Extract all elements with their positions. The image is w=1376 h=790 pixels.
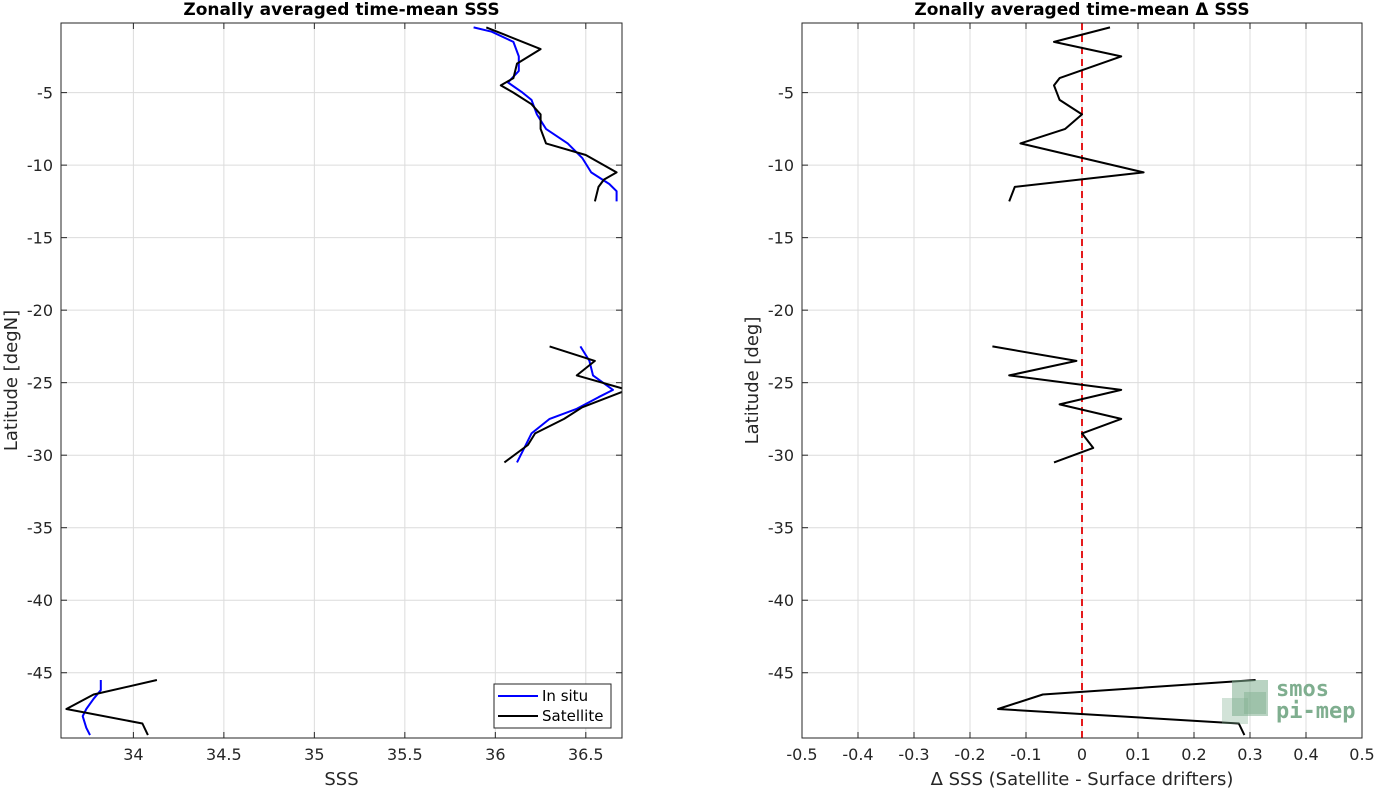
y-tick-label: -40: [27, 591, 53, 610]
x-tick-label: 0.3: [1237, 745, 1262, 764]
x-axis-label: SSS: [324, 769, 358, 790]
satellite-series-line: [485, 26, 618, 202]
satellite-series-line: [503, 345, 622, 464]
y-tick-label: -25: [27, 374, 53, 393]
delta-series-line: [992, 345, 1123, 464]
chart-title: Zonally averaged time-mean Δ SSS: [914, 0, 1249, 20]
y-tick-label: -30: [768, 446, 794, 465]
logo-block: [1222, 698, 1248, 724]
y-tick-label: -45: [27, 664, 53, 683]
x-tick-label: -0.3: [898, 745, 929, 764]
y-tick-label: -5: [778, 84, 794, 103]
delta-series-line: [1008, 26, 1145, 202]
y-tick-label: -25: [768, 374, 794, 393]
legend-box: [493, 683, 612, 729]
x-axis-label: Δ SSS (Satellite - Surface drifters): [931, 769, 1234, 790]
x-tick-label: 36: [485, 745, 505, 764]
x-tick-label: -0.5: [786, 745, 817, 764]
in-situ-series-line: [516, 345, 614, 463]
x-tick-label: 36.5: [568, 745, 604, 764]
y-tick-label: -20: [768, 301, 794, 320]
x-tick-label: 0: [1077, 745, 1087, 764]
x-tick-label: 0.4: [1293, 745, 1318, 764]
delta-series-line: [997, 679, 1256, 736]
y-tick-label: -20: [27, 301, 53, 320]
y-tick-label: -30: [27, 446, 53, 465]
legend: In situ Satellite: [493, 683, 612, 729]
y-tick-label: -10: [27, 156, 53, 175]
x-tick-label: 35.5: [387, 745, 423, 764]
y-tick-label: -5: [37, 84, 53, 103]
logo-text-line1: smos: [1276, 677, 1329, 702]
x-tick-label: 34.5: [206, 745, 242, 764]
y-axis-label: Latitude [degN]: [1, 310, 22, 451]
chart-title: Zonally averaged time-mean SSS: [183, 0, 499, 20]
y-tick-label: -35: [27, 519, 53, 538]
panel-sss: 34 34.5 35 35.5 36 36.5 -5 -10 -15 -20 -25 -30 -35 -4…: [1, 0, 623, 790]
y-tick-label: -15: [768, 229, 794, 248]
x-tick-label: -0.2: [954, 745, 985, 764]
y-axis-label: Latitude [deg]: [742, 317, 763, 445]
y-tick-label: -10: [768, 156, 794, 175]
x-tick-label: 35: [304, 745, 324, 764]
satellite-series-line: [65, 679, 158, 736]
axes-frame: [60, 22, 623, 739]
x-tick-label: 34: [123, 745, 143, 764]
x-tick-label: -0.1: [1010, 745, 1041, 764]
legend-entry: In situ: [542, 687, 588, 705]
x-tick-label: -0.4: [842, 745, 873, 764]
y-tick-label: -35: [768, 519, 794, 538]
x-tick-label: 0.5: [1349, 745, 1374, 764]
y-tick-label: -40: [768, 591, 794, 610]
in-situ-series-line: [81, 680, 102, 736]
y-tick-label: -45: [768, 664, 794, 683]
x-tick-label: 0.1: [1125, 745, 1150, 764]
axes-frame: [801, 22, 1363, 739]
logo-block: [1244, 692, 1266, 714]
x-tick-label: 0.2: [1181, 745, 1206, 764]
panel-delta-sss: -0.5 -0.4 -0.3 -0.2 -0.1 0 0.1 0.2 0.3 0.4 0.5 -5 -1…: [742, 0, 1375, 790]
logo-block: [1232, 680, 1268, 716]
legend-entry: Satellite: [542, 707, 603, 725]
logo-text-line2: pi-mep: [1276, 699, 1355, 724]
y-tick-label: -15: [27, 229, 53, 248]
